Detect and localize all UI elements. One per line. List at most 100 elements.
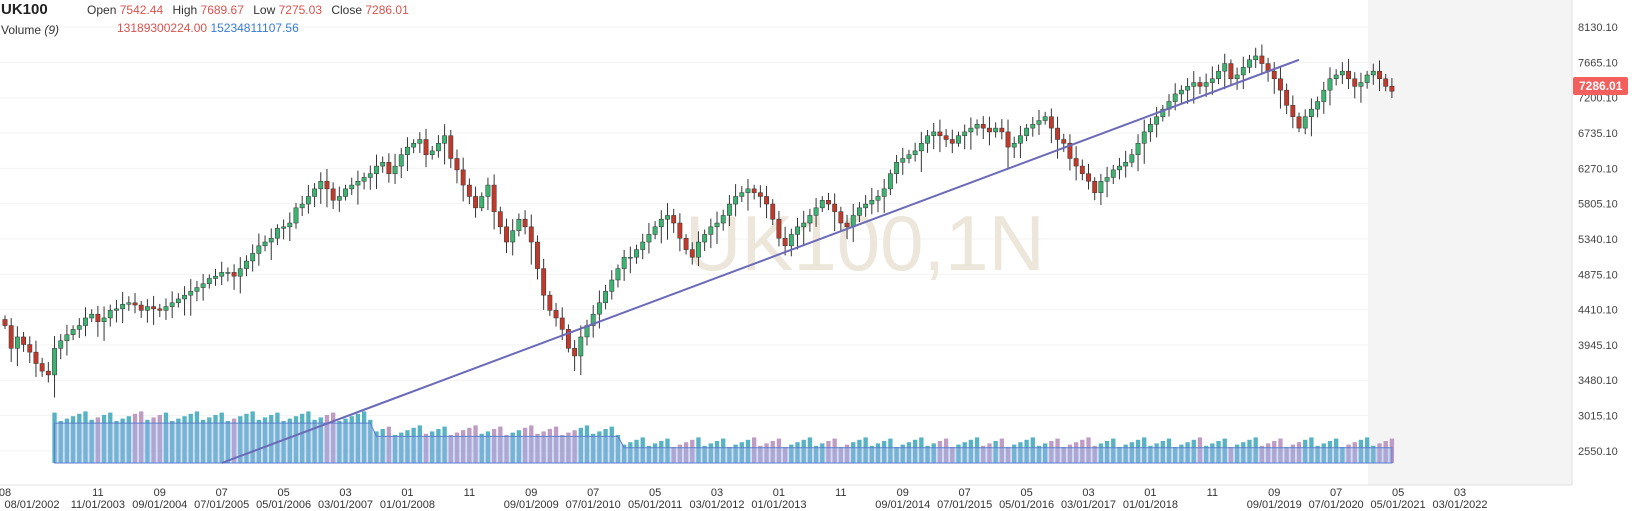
volume-bar [708,443,713,463]
candle-body [535,241,540,269]
candle-body [39,363,45,372]
candle [578,325,584,376]
volume-bar [943,438,949,463]
candle-body [473,196,478,209]
volume-bar [1080,439,1085,463]
candle [782,226,788,256]
volume-bar [448,435,453,463]
trend-line[interactable] [221,58,1300,464]
candle [163,298,169,320]
candle [219,261,225,286]
volume-bar [1358,439,1364,463]
candle [1024,124,1030,142]
volume-bar [1104,441,1110,463]
volume-ma-area [54,422,1393,464]
volume-bar [1377,443,1382,463]
candle-body [943,135,949,140]
volume-bar [1346,444,1351,463]
candle [293,202,299,229]
volume-bar [584,425,590,463]
candle [1321,81,1327,114]
candle [1216,64,1221,85]
candle [1240,56,1246,90]
volume-bar [690,439,695,463]
volume-bar [126,416,131,463]
volume-bar [1160,441,1165,463]
candle [256,233,262,266]
candle-body [1228,63,1234,80]
volume-bar [1135,439,1141,463]
candle [83,307,88,337]
x-axis[interactable]: 08 11 09 07 05 03 01 11 09 07 05 03 01 11 09 07 05 03 01 11… [0,487,1488,511]
volume-bar [844,444,850,463]
candle-body [689,249,695,258]
volume-bar [652,443,658,463]
x-tick-label: 03 [339,487,351,499]
candle-body [200,283,206,288]
candle-body [479,196,485,209]
candle [541,258,547,310]
x-date-label: 09/01/2004 [132,499,187,511]
x-tick-label: 01 [401,487,413,499]
volume-bar [157,415,162,463]
volume-bar [361,411,367,463]
candle-body [175,298,181,304]
y-axis[interactable]: 8130.10 7665.10 7200.10 6735.10 6270.10 5805.… [1578,22,1618,458]
volume-bars [52,411,1395,463]
candle-body [931,131,937,136]
candle [813,198,819,227]
candle [349,177,355,196]
candle-body [615,268,621,281]
x-date-label: 07/01/2020 [1309,499,1364,511]
candle-body [1092,181,1098,193]
volume-bar [1067,444,1073,463]
candle-body [244,260,249,269]
candle-body [962,131,968,136]
candle-body [275,228,280,239]
volume-bar [628,442,633,463]
volume-bar [1241,442,1246,463]
candle-body [126,302,132,305]
candle-body [169,302,175,307]
candle-body [900,158,906,163]
candle [361,172,367,190]
candle [1333,69,1339,86]
y-tick-label: 3015.10 [1578,411,1618,423]
candle-body [1172,93,1178,102]
candle [1346,58,1351,90]
candle [157,303,163,317]
candle-body [312,188,317,197]
candle-body [1011,143,1017,148]
volume-bar [423,433,429,463]
volume-bar [987,443,992,463]
volume-bar [1309,437,1314,463]
candle [1247,54,1252,74]
candle-body [1321,89,1327,102]
candle [590,305,596,338]
candle-body [188,291,194,296]
candle-body [1079,165,1085,174]
candle-body [745,188,751,193]
candle [987,116,992,146]
volume-bar [1012,444,1017,463]
candle [491,174,497,230]
candle-body [163,306,169,311]
candle-body [355,181,361,186]
candle-body [1104,177,1110,182]
volume-bar [894,447,899,463]
candle-body [665,215,670,220]
x-tick-label: 07 [216,487,228,499]
volume-bar [541,431,546,463]
candle [801,210,807,246]
symbol-label[interactable]: UK100 [1,1,48,18]
candle-body [2,319,8,326]
volume-bar [485,431,491,463]
volume-bar [925,445,930,463]
candle [832,193,838,232]
candle [429,145,435,160]
volume-bar [275,412,280,463]
volume-bar [597,431,602,463]
x-tick-label: 01 [1144,487,1156,499]
candle-body [1284,89,1290,106]
